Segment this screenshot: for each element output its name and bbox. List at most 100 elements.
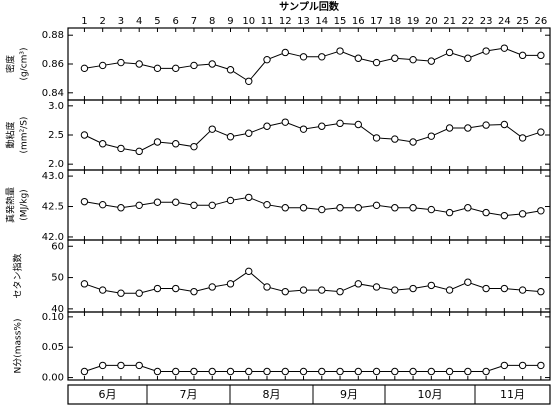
x-tick-label: 21 <box>443 16 456 27</box>
data-point <box>372 134 381 142</box>
x-tick-label: 12 <box>279 16 292 27</box>
y-tick-label: 42.5 <box>42 202 64 213</box>
data-point <box>537 207 545 215</box>
data-point <box>445 286 454 294</box>
data-point <box>427 281 436 290</box>
data-point <box>172 140 180 148</box>
data-point <box>464 367 472 376</box>
data-point <box>318 122 326 130</box>
x-tick-label: 19 <box>407 16 420 27</box>
data-point <box>427 132 436 140</box>
data-point <box>98 286 107 294</box>
month-label: 9月 <box>340 388 358 401</box>
x-tick-label: 9 <box>227 16 233 27</box>
data-point <box>500 361 509 370</box>
data-point <box>117 204 125 212</box>
x-tick-label: 11 <box>261 16 274 27</box>
data-point <box>226 133 235 141</box>
data-point <box>117 289 125 297</box>
data-point <box>372 201 381 210</box>
y-tick-label: 60 <box>51 241 64 252</box>
data-point <box>263 283 271 291</box>
data-point <box>98 140 107 148</box>
data-point <box>208 201 216 210</box>
data-point <box>245 129 253 137</box>
data-point <box>263 200 271 209</box>
x-tick-label: 14 <box>315 16 328 27</box>
data-point <box>537 361 545 370</box>
data-point <box>445 367 454 376</box>
data-point <box>427 57 436 65</box>
data-point <box>518 286 527 294</box>
data-point <box>80 64 89 73</box>
y-tick-label: 42.0 <box>42 232 64 243</box>
y-axis-label: 動粘度 <box>5 121 17 148</box>
data-point <box>135 289 143 297</box>
data-point <box>427 205 436 214</box>
data-point <box>464 278 472 286</box>
y-tick-label: 3.0 <box>48 101 64 112</box>
x-tick-label: 24 <box>498 16 511 27</box>
x-tick-label: 6 <box>173 16 179 27</box>
x-tick-label: 17 <box>370 16 383 27</box>
y-tick-label: 40 <box>51 304 64 315</box>
data-point <box>281 287 289 296</box>
y-tick-label: 0.05 <box>42 342 64 353</box>
month-label: 6月 <box>99 388 117 401</box>
data-point <box>445 48 454 57</box>
data-point <box>263 367 271 376</box>
data-point <box>518 134 527 142</box>
data-point <box>318 286 326 294</box>
data-point <box>445 124 454 132</box>
data-point <box>263 122 271 130</box>
series-line <box>84 270 541 294</box>
data-point <box>464 54 472 62</box>
data-point <box>281 118 289 126</box>
x-tick-label: 16 <box>352 16 365 27</box>
panel-frame <box>67 99 551 171</box>
x-tick-label: 10 <box>242 16 255 27</box>
data-point <box>153 64 162 73</box>
data-point <box>427 367 436 376</box>
data-point <box>245 367 253 376</box>
data-point <box>409 284 417 293</box>
data-point <box>226 66 235 74</box>
panel-frame <box>67 239 551 313</box>
data-point <box>500 44 509 52</box>
data-point <box>135 201 143 210</box>
data-point <box>372 283 381 291</box>
panel-frame <box>67 311 551 381</box>
y-tick-label: 43.0 <box>42 171 64 182</box>
data-point <box>537 128 545 136</box>
x-tick-label: 13 <box>297 16 310 27</box>
y-tick-label: 0.84 <box>42 88 64 99</box>
data-point <box>391 204 399 212</box>
x-axis-title: サンプル回数 <box>279 0 340 13</box>
data-point <box>299 204 308 212</box>
data-point <box>281 204 289 212</box>
data-point <box>391 135 399 143</box>
data-point <box>190 367 198 376</box>
data-point <box>117 361 125 370</box>
data-point <box>190 61 198 70</box>
data-point <box>226 280 235 288</box>
x-tick-label: 26 <box>535 16 548 27</box>
x-tick-label: 15 <box>334 16 347 27</box>
data-point <box>299 286 308 294</box>
y-tick-label: 0.00 <box>42 373 64 384</box>
data-point <box>318 367 326 376</box>
y-axis-label: (g/cm³) <box>20 47 30 80</box>
x-tick-label: 22 <box>461 16 474 27</box>
data-point <box>464 124 472 132</box>
x-tick-label: 1 <box>81 16 87 27</box>
data-point <box>117 144 125 153</box>
series-line <box>84 47 541 82</box>
x-tick-label: 20 <box>425 16 438 27</box>
y-axis-label: (mm²/S) <box>20 117 30 154</box>
data-point <box>190 201 198 210</box>
series-line <box>84 364 541 372</box>
data-point <box>172 64 180 73</box>
x-tick-label: 7 <box>191 16 197 27</box>
data-point <box>80 367 89 376</box>
